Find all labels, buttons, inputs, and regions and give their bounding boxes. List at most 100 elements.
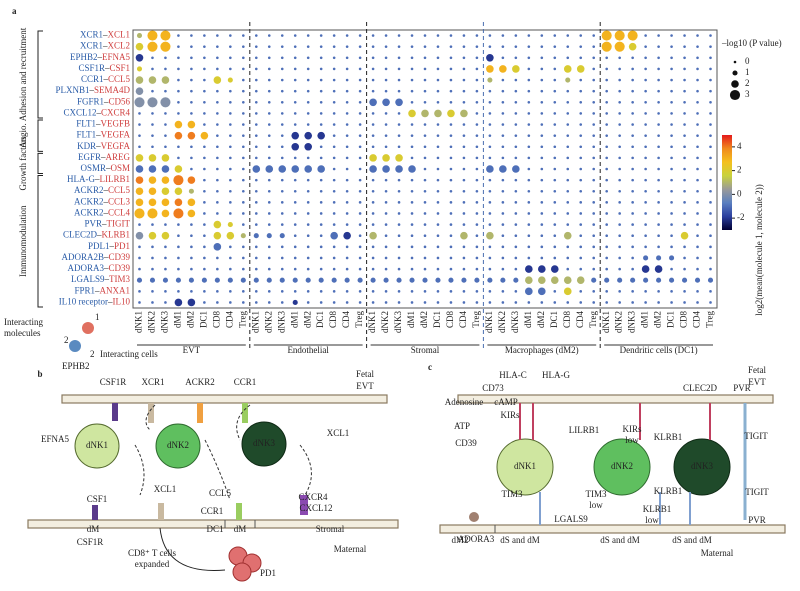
- row-label: LGALS9–TIM3: [71, 274, 130, 284]
- dot: [514, 123, 518, 126]
- dot: [203, 78, 206, 82]
- dot: [216, 56, 219, 60]
- row-group-label: Angio.: [18, 123, 28, 148]
- dot: [229, 45, 232, 48]
- dot: [563, 231, 572, 240]
- dot: [384, 301, 388, 304]
- dot: [631, 178, 634, 182]
- dot: [422, 277, 428, 283]
- dot: [462, 223, 466, 226]
- dot: [332, 56, 336, 60]
- dot: [229, 34, 232, 37]
- dot: [254, 267, 258, 271]
- row-label-part: AREG: [106, 152, 131, 162]
- dot: [631, 245, 634, 249]
- icon-label: 2: [90, 349, 95, 359]
- dot: [631, 145, 634, 149]
- column-label: CD8: [562, 311, 572, 329]
- dot: [566, 301, 570, 304]
- dot: [410, 178, 414, 182]
- dot: [644, 123, 647, 126]
- dot: [605, 134, 608, 137]
- dot: [254, 223, 258, 226]
- row-label-part: CCL3: [108, 196, 131, 206]
- dot: [592, 167, 596, 171]
- dot: [670, 290, 673, 293]
- dot: [670, 123, 673, 126]
- dot: [644, 89, 647, 93]
- dot: [423, 290, 427, 293]
- dot: [644, 290, 647, 293]
- dot: [384, 123, 388, 126]
- dot: [423, 301, 427, 304]
- dot: [216, 201, 219, 204]
- dot: [709, 189, 712, 193]
- dot: [384, 212, 388, 215]
- dot: [188, 188, 194, 194]
- dot: [696, 290, 699, 293]
- dot: [397, 189, 401, 193]
- dot: [696, 123, 699, 126]
- dot: [164, 245, 167, 249]
- dot: [592, 67, 596, 71]
- dot: [501, 290, 505, 293]
- dot: [525, 276, 533, 285]
- dot: [579, 112, 583, 115]
- dot: [644, 301, 647, 304]
- dot: [382, 98, 390, 107]
- dot: [696, 45, 699, 48]
- dot: [618, 178, 621, 182]
- dot: [384, 189, 388, 193]
- row-group-bracket: [37, 119, 43, 152]
- dot: [200, 131, 209, 140]
- dot: [148, 231, 157, 240]
- dot: [265, 165, 274, 173]
- receptor: [539, 492, 691, 525]
- dot: [696, 112, 699, 115]
- dot: [242, 56, 245, 60]
- dot: [670, 45, 673, 48]
- dot: [242, 189, 245, 193]
- dot: [683, 290, 686, 293]
- dot: [266, 277, 272, 283]
- dot: [358, 156, 362, 160]
- color-bar-label: 0: [737, 188, 742, 198]
- dot: [514, 234, 518, 238]
- dot: [670, 189, 673, 193]
- dot: [253, 233, 259, 239]
- row-label-part: FGFR1: [77, 96, 104, 106]
- dot: [229, 89, 232, 93]
- row-label-part: PDL1: [88, 241, 110, 251]
- dot: [696, 167, 699, 171]
- panel-c-label: dS and dM: [672, 535, 712, 545]
- dot: [332, 34, 336, 37]
- dot: [254, 201, 258, 204]
- dot: [449, 100, 453, 104]
- dot: [436, 78, 440, 82]
- dot: [319, 189, 323, 193]
- dot: [229, 267, 232, 271]
- dot: [696, 56, 699, 60]
- row-label-part: PVR: [84, 219, 102, 229]
- dot: [190, 234, 193, 238]
- dot: [203, 156, 206, 160]
- dot: [410, 256, 414, 260]
- dot: [358, 178, 362, 182]
- dot: [279, 277, 285, 283]
- row-label: PVR–TIGIT: [84, 219, 130, 229]
- dot: [475, 245, 479, 249]
- dot: [566, 56, 570, 60]
- dot: [292, 277, 298, 283]
- dot: [345, 156, 349, 160]
- dot: [462, 256, 466, 260]
- dot: [151, 67, 154, 71]
- dot: [579, 245, 583, 249]
- dot: [709, 201, 712, 204]
- dot: [371, 301, 375, 304]
- dot: [371, 212, 375, 215]
- dot: [306, 212, 310, 215]
- dot: [305, 277, 311, 283]
- dot: [436, 290, 440, 293]
- dot: [709, 256, 712, 260]
- dot: [514, 256, 518, 260]
